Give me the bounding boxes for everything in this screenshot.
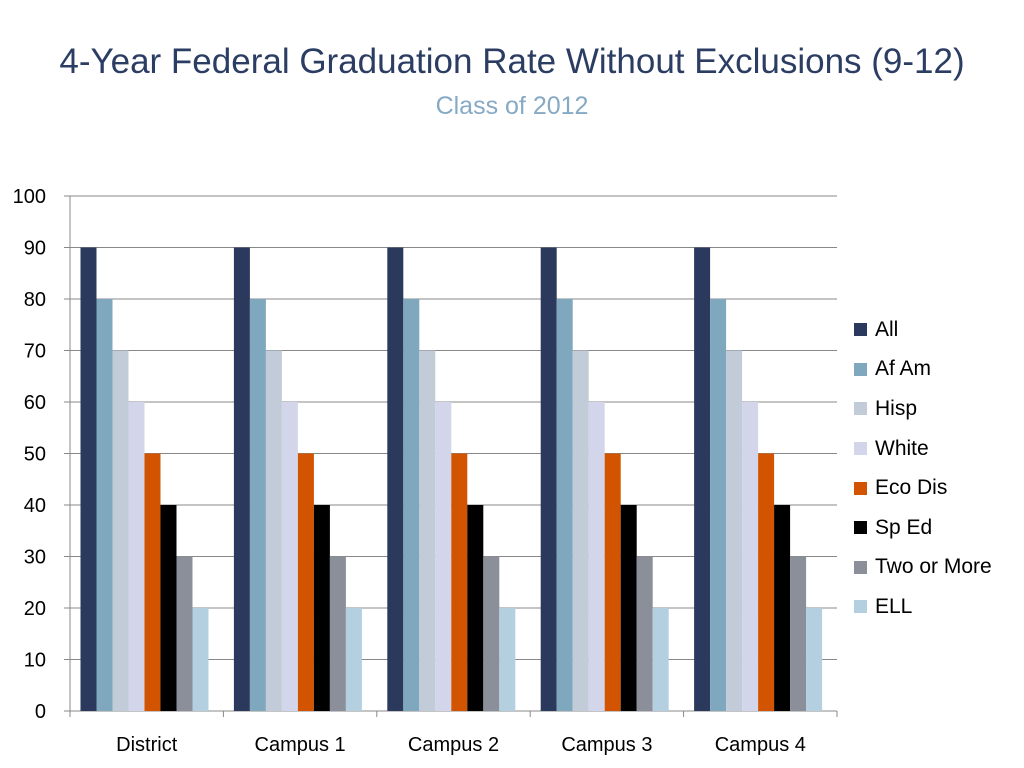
y-tick-label: 90	[24, 238, 46, 260]
bar-ell	[192, 608, 209, 711]
chart-title: 4-Year Federal Graduation Rate Without E…	[59, 42, 965, 81]
legend-swatch	[854, 402, 867, 416]
bar-all	[694, 247, 711, 711]
bar-all	[80, 247, 97, 711]
bar-white	[281, 402, 298, 711]
bar-eco-dis	[144, 453, 161, 711]
bar-sp-ed	[467, 505, 484, 711]
bar-two-or-more	[483, 556, 500, 711]
bar-white	[128, 402, 145, 711]
bar-white	[588, 402, 605, 711]
bar-two-or-more	[636, 556, 653, 711]
legend-swatch	[854, 442, 867, 456]
bar-two-or-more	[329, 556, 346, 711]
legend-swatch	[854, 362, 867, 376]
x-tick-label: District	[116, 734, 178, 756]
bar-two-or-more	[790, 556, 807, 711]
legend-label: Eco Dis	[875, 476, 948, 500]
y-tick-label: 40	[24, 495, 46, 517]
y-tick-label: 0	[35, 701, 46, 723]
bar-af-am	[403, 299, 420, 711]
y-tick-label: 20	[24, 598, 46, 620]
legend-item: White	[854, 429, 992, 469]
x-tick-label: Campus 3	[561, 734, 652, 756]
bar-eco-dis	[451, 453, 468, 711]
legend-label: White	[875, 436, 929, 460]
bar-ell	[806, 608, 823, 711]
legend-swatch	[854, 521, 867, 535]
legend-label: Af Am	[875, 357, 932, 381]
bar-two-or-more	[176, 556, 193, 711]
legend-item: Eco Dis	[854, 468, 992, 508]
bar-ell	[345, 608, 362, 711]
bar-eco-dis	[297, 453, 314, 711]
legend-swatch	[854, 560, 867, 574]
bar-all	[233, 247, 250, 711]
legend-swatch	[854, 600, 867, 614]
bar-white	[742, 402, 759, 711]
legend-item: Af Am	[854, 350, 992, 390]
legend-label: ELL	[875, 594, 913, 618]
legend-item: All	[854, 310, 992, 350]
y-tick-label: 30	[24, 547, 46, 569]
bar-hisp	[419, 350, 436, 711]
bar-af-am	[249, 299, 266, 711]
bar-ell	[652, 608, 669, 711]
y-tick-label: 60	[24, 392, 46, 414]
legend-item: ELL	[854, 587, 992, 627]
legend-label: Two or More	[875, 555, 992, 579]
bar-hisp	[265, 350, 282, 711]
legend-item: Hisp	[854, 389, 992, 429]
bar-eco-dis	[758, 453, 775, 711]
bar-ell	[499, 608, 516, 711]
chart-subtitle: Class of 2012	[435, 92, 589, 120]
bar-eco-dis	[604, 453, 621, 711]
bar-all	[540, 247, 557, 711]
y-tick-label: 80	[24, 289, 46, 311]
bar-hisp	[572, 350, 589, 711]
legend-item: Sp Ed	[854, 508, 992, 548]
y-tick-label: 10	[24, 650, 46, 672]
bar-sp-ed	[620, 505, 637, 711]
legend-label: Hisp	[875, 396, 918, 420]
legend-swatch	[854, 481, 867, 495]
bar-sp-ed	[774, 505, 791, 711]
bar-af-am	[710, 299, 727, 711]
legend-label: Sp Ed	[875, 515, 933, 539]
bar-hisp	[726, 350, 743, 711]
x-tick-label: Campus 1	[255, 734, 346, 756]
legend-label: All	[875, 317, 899, 341]
bar-all	[387, 247, 404, 711]
bar-sp-ed	[160, 505, 177, 711]
bar-sp-ed	[313, 505, 330, 711]
bar-af-am	[96, 299, 113, 711]
y-tick-label: 100	[13, 186, 46, 208]
y-tick-label: 50	[24, 444, 46, 466]
bar-white	[435, 402, 452, 711]
x-tick-label: Campus 2	[408, 734, 499, 756]
legend-swatch	[854, 323, 867, 337]
bar-af-am	[556, 299, 573, 711]
bar-hisp	[112, 350, 129, 711]
legend-item: Two or More	[854, 548, 992, 588]
chart-legend: All Af Am Hisp White Eco Dis Sp Ed Two or More…	[854, 310, 992, 627]
y-tick-label: 70	[24, 341, 46, 363]
x-tick-label: Campus 4	[715, 734, 806, 756]
